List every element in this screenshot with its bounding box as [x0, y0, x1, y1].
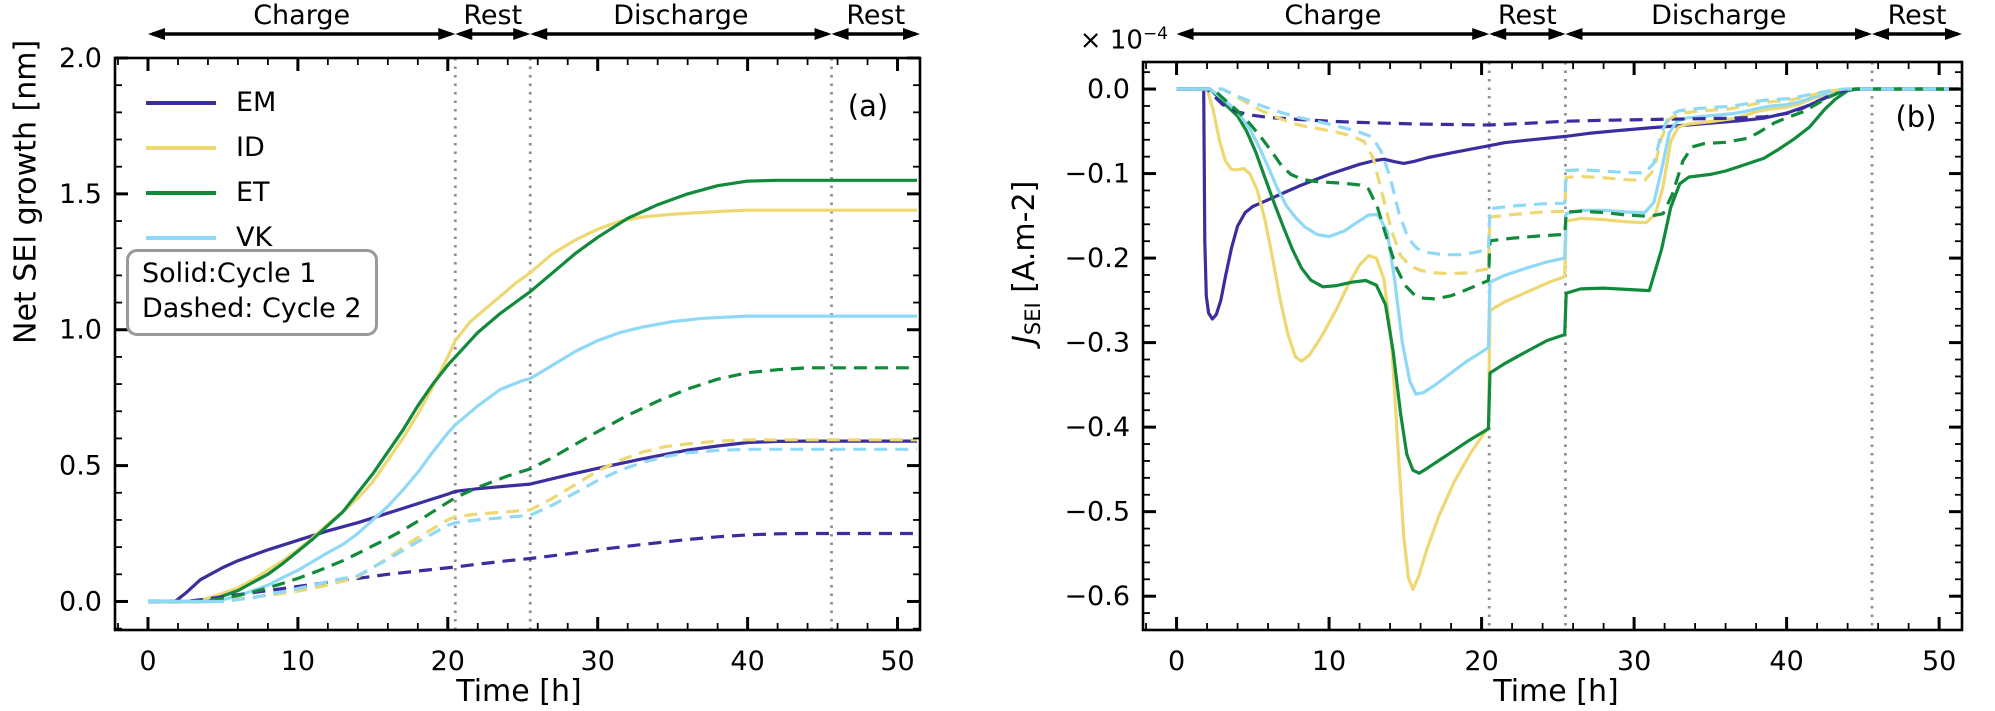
legend: EM ID ET VK [146, 80, 276, 260]
series-ET-cycle1 [1176, 87, 1959, 475]
y-tick-label: −0.2 [1064, 243, 1130, 274]
legend-label-EM: EM [236, 87, 277, 118]
phase-arrowhead-right [438, 28, 456, 40]
x-tick-label: 10 [281, 646, 315, 677]
y-tick-label: 2.0 [59, 43, 102, 74]
legend-label-ET: ET [236, 177, 270, 208]
x-tick-label: 30 [1617, 646, 1651, 677]
note-line-dashed: Dashed: Cycle 2 [142, 293, 362, 324]
y-tick-label: −0.5 [1064, 497, 1130, 528]
jsei-units: [A.m-2] [1007, 180, 1042, 303]
legend-swatch-EM [146, 100, 216, 105]
phase-arrowhead-left [455, 28, 473, 40]
x-tick-label: 30 [581, 646, 615, 677]
y-tick-label: 0.0 [1087, 74, 1130, 105]
phase-label: Rest [1498, 0, 1557, 31]
phase-arrowhead-left [147, 28, 165, 40]
phase-arrowhead-left [831, 28, 849, 40]
series-VK-cycle1 [1176, 87, 1959, 396]
y-tick-label: 1.0 [59, 315, 102, 346]
series-ET-cycle1 [148, 178, 917, 604]
series-ID-cycle2 [1176, 87, 1959, 276]
phase-arrowhead-right [1548, 28, 1566, 40]
x-axis-label-b: Time [h] [1493, 674, 1619, 709]
x-tick-label: 20 [1464, 646, 1498, 677]
legend-item-VK: VK [146, 215, 276, 260]
panel-tag-a: (a) [847, 89, 889, 123]
note-line-solid: Solid:Cycle 1 [142, 258, 317, 289]
jsei-subscript: SEI [1021, 302, 1045, 336]
legend-swatch-VK [146, 235, 216, 240]
legend-swatch-ID [146, 145, 216, 150]
phase-arrowhead-left [1176, 28, 1194, 40]
y-tick-label: −0.4 [1064, 412, 1130, 443]
series-EM-cycle2 [1176, 87, 1959, 127]
axes-spines [113, 56, 922, 632]
legend-label-VK: VK [236, 222, 273, 253]
axis-offset-text: × 10−4 [1018, 24, 1168, 56]
legend-label-ID: ID [236, 132, 265, 163]
x-tick-label: 50 [880, 646, 914, 677]
y-tick-label: 0.0 [59, 586, 102, 617]
series-ID-cycle2 [148, 438, 917, 604]
phase-arrowhead-right [903, 28, 920, 40]
phase-label: Discharge [1651, 0, 1786, 31]
series-VK-cycle2 [1176, 87, 1959, 257]
phase-arrowhead-right [513, 28, 531, 40]
x-tick-label: 0 [1168, 646, 1185, 677]
phase-label: Charge [1284, 0, 1381, 31]
jsei-variable: J [1007, 335, 1042, 344]
x-tick-label: 40 [730, 646, 764, 677]
legend-item-EM: EM [146, 80, 276, 125]
series-EM-cycle1 [148, 439, 917, 604]
phase-arrowhead-right [814, 28, 832, 40]
series-VK-cycle2 [148, 447, 917, 604]
phase-arrowhead-right [1945, 28, 1962, 40]
phase-arrowhead-left [1489, 28, 1507, 40]
phase-arrowhead-right [1472, 28, 1490, 40]
series-ID-cycle1 [1176, 87, 1959, 591]
series-VK-cycle1 [148, 314, 917, 604]
offset-base: × 10 [1079, 25, 1143, 56]
x-axis-label-a: Time [h] [456, 674, 582, 709]
axes-spines [1141, 60, 1964, 632]
x-tick-label: 20 [431, 646, 465, 677]
phase-arrowhead-left [1565, 28, 1583, 40]
phase-arrowhead-left [1872, 28, 1890, 40]
phase-arrowhead-left [530, 28, 548, 40]
series-ET-cycle2 [148, 366, 917, 604]
series-EM-cycle2 [148, 531, 917, 604]
linestyle-note-box: Solid:Cycle 1 Dashed: Cycle 2 [126, 249, 378, 336]
phase-label: Rest [846, 0, 905, 31]
phase-label: Charge [253, 0, 350, 31]
legend-item-ET: ET [146, 170, 276, 215]
series-ID-cycle1 [148, 208, 917, 604]
y-tick-label: 0.5 [59, 451, 102, 482]
x-tick-label: 0 [139, 646, 156, 677]
x-tick-label: 50 [1922, 646, 1956, 677]
phase-arrowhead-right [1855, 28, 1873, 40]
phase-label: Discharge [613, 0, 748, 31]
y-tick-label: −0.1 [1064, 159, 1130, 190]
phase-label: Rest [463, 0, 522, 31]
panel-tag-b: (b) [1895, 100, 1937, 134]
series-ET-cycle2 [1176, 87, 1959, 301]
legend-item-ID: ID [146, 125, 276, 170]
series-EM-cycle1 [1176, 87, 1959, 321]
offset-exponent: −4 [1142, 24, 1168, 44]
y-tick-label: 1.5 [59, 179, 102, 210]
x-tick-label: 40 [1769, 646, 1803, 677]
phase-label: Rest [1888, 0, 1947, 31]
x-tick-label: 10 [1312, 646, 1346, 677]
y-tick-label: −0.3 [1064, 328, 1130, 359]
y-tick-label: −0.6 [1064, 581, 1130, 612]
legend-swatch-ET [146, 190, 216, 195]
